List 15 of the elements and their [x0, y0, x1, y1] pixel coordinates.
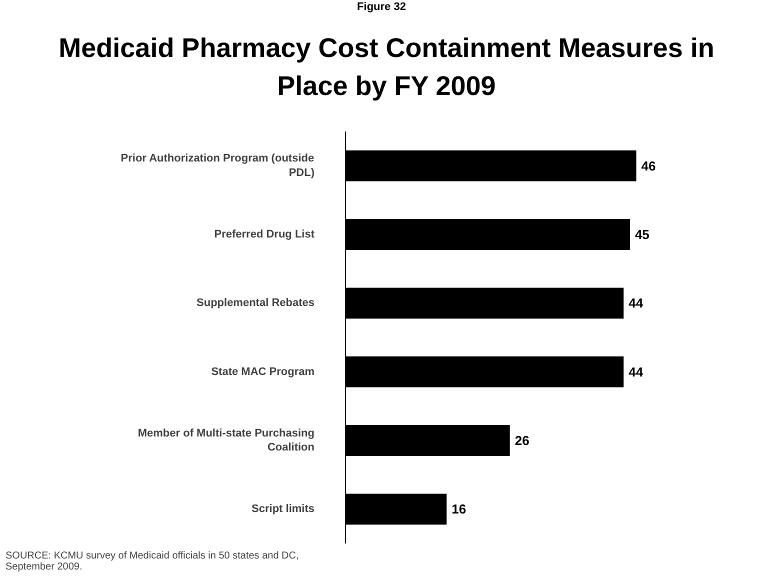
data-label: 16: [452, 501, 466, 516]
data-label: 46: [641, 158, 656, 174]
y-tick-label: Preferred Drug List: [214, 228, 315, 240]
chart-title: Medicaid Pharmacy Cost Containment Measures in Place by FY 2009: [58, 32, 716, 104]
y-tick-label: Prior Authorization Program (outside PDL): [120, 152, 315, 179]
data-label: 44: [628, 295, 644, 310]
data-label: 44: [628, 364, 644, 380]
y-tick-label: Member of Multi-state Purchasing Coalition: [138, 427, 315, 454]
y-tick-label: Script limits: [252, 502, 315, 515]
source-note: SOURCE: KCMU survey of Medicaid officials in 50 states and DC, September 2009.: [6, 550, 299, 572]
chart-subtitle: Figure 32: [357, 0, 406, 15]
y-tick-label: State MAC Program: [211, 366, 315, 378]
y-tick-label: Supplemental Rebates: [196, 296, 315, 309]
data-label: 26: [514, 432, 530, 448]
data-label: 45: [634, 226, 650, 242]
